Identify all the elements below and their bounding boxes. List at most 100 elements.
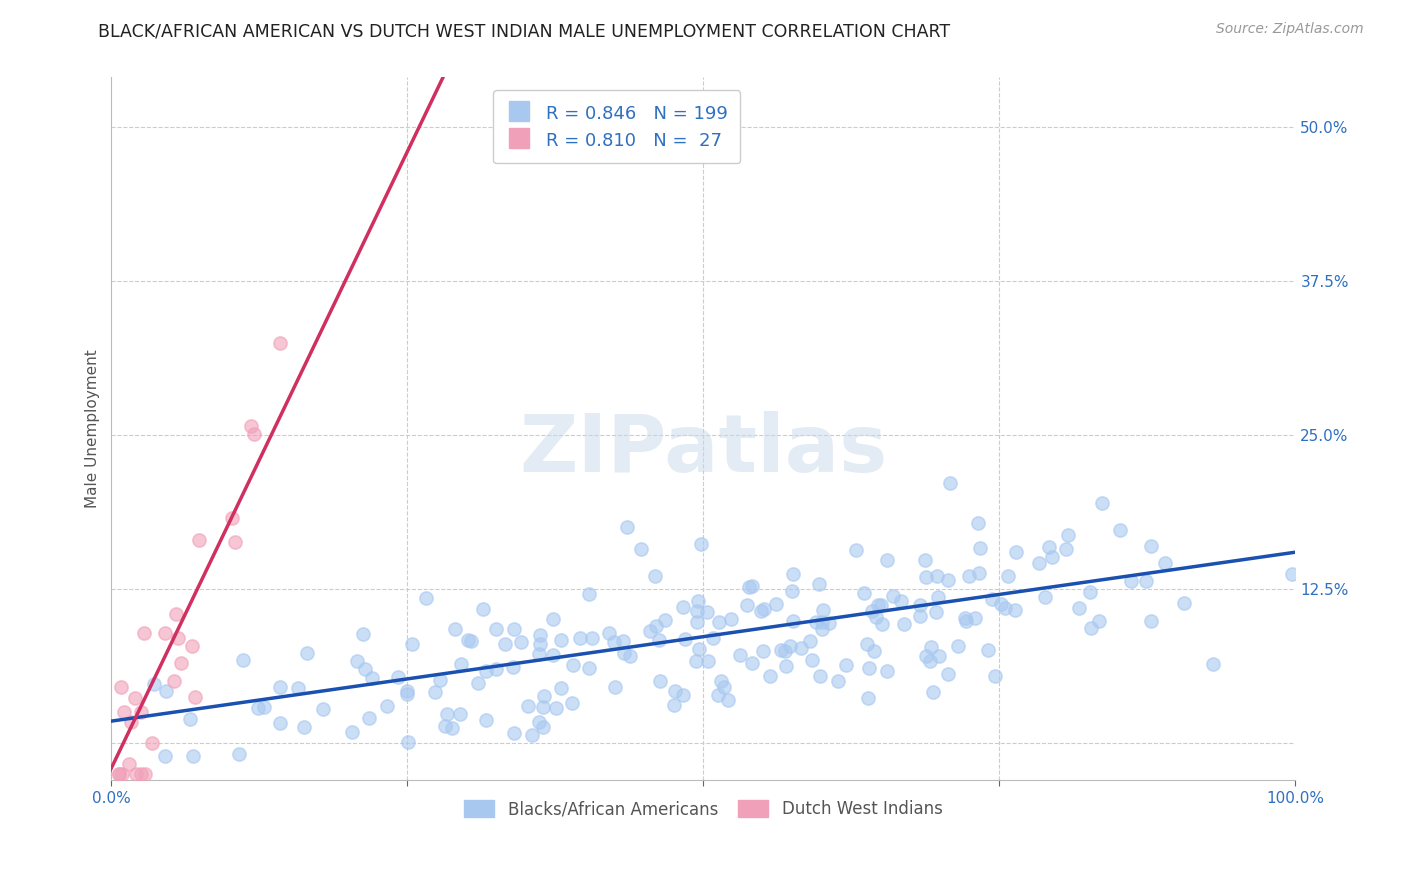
Point	[688, 594, 710, 608]
Point	[984, 669, 1007, 683]
Point	[520, 728, 543, 742]
Point	[707, 615, 730, 629]
Point	[893, 617, 915, 632]
Point	[352, 627, 374, 641]
Point	[295, 646, 318, 660]
Point	[224, 534, 246, 549]
Point	[312, 702, 335, 716]
Point	[685, 654, 707, 668]
Point	[955, 614, 977, 628]
Point	[780, 583, 803, 598]
Point	[467, 676, 489, 690]
Point	[662, 698, 685, 713]
Point	[644, 569, 666, 583]
Point	[527, 648, 550, 662]
Point	[1004, 603, 1026, 617]
Point	[269, 715, 291, 730]
Point	[475, 664, 498, 678]
Point	[752, 643, 775, 657]
Point	[775, 659, 797, 673]
Point	[1057, 528, 1080, 542]
Point	[436, 707, 458, 722]
Point	[1080, 621, 1102, 635]
Point	[965, 611, 987, 625]
Point	[502, 660, 524, 674]
Point	[856, 637, 879, 651]
Point	[134, 767, 156, 781]
Point	[976, 643, 998, 657]
Point	[457, 633, 479, 648]
Point	[287, 681, 309, 695]
Point	[910, 609, 932, 624]
Point	[460, 633, 482, 648]
Point	[810, 615, 832, 630]
Point	[835, 658, 858, 673]
Point	[696, 606, 718, 620]
Point	[671, 689, 693, 703]
Point	[918, 654, 941, 668]
Point	[866, 598, 889, 612]
Point	[129, 767, 152, 781]
Point	[441, 721, 464, 735]
Point	[920, 640, 942, 654]
Point	[969, 541, 991, 555]
Point	[858, 661, 880, 675]
Point	[1038, 540, 1060, 554]
Point	[1135, 574, 1157, 589]
Point	[529, 628, 551, 642]
Point	[957, 568, 980, 582]
Text: ZIPatlas: ZIPatlas	[519, 411, 887, 489]
Point	[167, 631, 190, 645]
Point	[516, 698, 538, 713]
Point	[361, 671, 384, 685]
Point	[818, 615, 841, 630]
Point	[598, 626, 620, 640]
Point	[415, 591, 437, 606]
Point	[1202, 657, 1225, 672]
Point	[782, 567, 804, 582]
Point	[475, 714, 498, 728]
Point	[689, 537, 711, 551]
Point	[395, 683, 418, 698]
Point	[561, 697, 583, 711]
Point	[773, 644, 796, 658]
Point	[1069, 601, 1091, 615]
Point	[485, 623, 508, 637]
Point	[141, 736, 163, 750]
Point	[527, 714, 550, 729]
Point	[602, 634, 624, 648]
Legend: Blacks/African Americans, Dutch West Indians: Blacks/African Americans, Dutch West Ind…	[458, 793, 949, 825]
Point	[925, 569, 948, 583]
Point	[811, 603, 834, 617]
Point	[1004, 544, 1026, 558]
Point	[252, 700, 274, 714]
Point	[619, 649, 641, 664]
Point	[928, 649, 950, 664]
Point	[485, 662, 508, 676]
Point	[163, 674, 186, 689]
Point	[124, 691, 146, 706]
Point	[184, 690, 207, 704]
Point	[434, 719, 457, 733]
Point	[533, 689, 555, 703]
Point	[1140, 539, 1163, 553]
Point	[117, 756, 139, 771]
Point	[578, 660, 600, 674]
Point	[443, 623, 465, 637]
Point	[605, 680, 627, 694]
Point	[494, 637, 516, 651]
Point	[612, 633, 634, 648]
Point	[759, 668, 782, 682]
Point	[882, 589, 904, 603]
Point	[644, 619, 666, 633]
Point	[239, 418, 262, 433]
Point	[702, 632, 724, 646]
Point	[915, 570, 938, 584]
Point	[769, 642, 792, 657]
Point	[179, 712, 201, 726]
Point	[120, 714, 142, 729]
Point	[799, 633, 821, 648]
Y-axis label: Male Unemployment: Male Unemployment	[86, 350, 100, 508]
Point	[188, 533, 211, 548]
Point	[672, 600, 695, 615]
